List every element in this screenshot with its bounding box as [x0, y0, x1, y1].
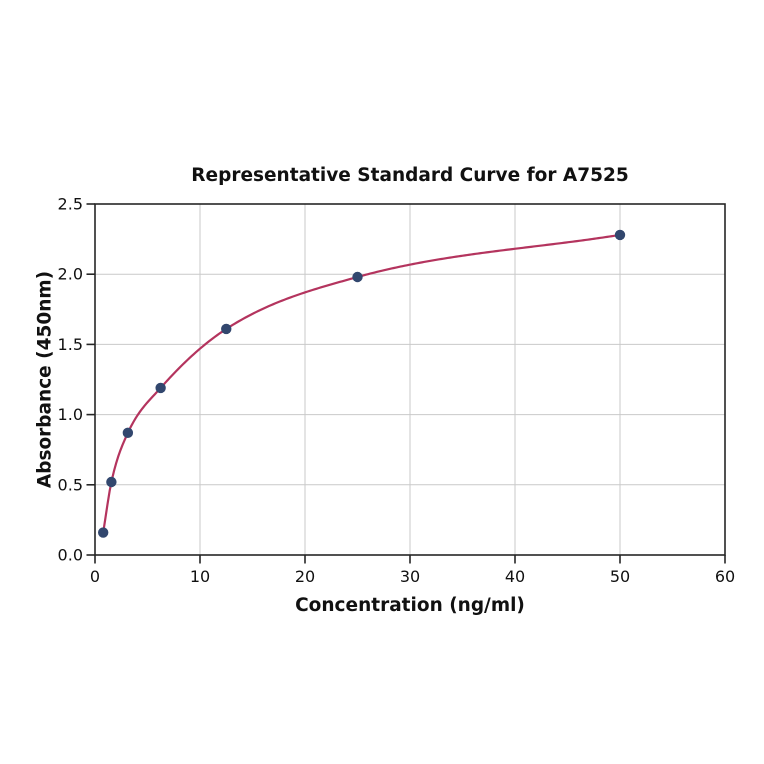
data-point [97, 527, 109, 538]
y-tick-label: 0.0 [58, 546, 83, 565]
chart-title: Representative Standard Curve for A7525 [191, 165, 628, 186]
data-point [614, 229, 626, 241]
y-tick-label: 1.5 [58, 335, 83, 354]
x-tick-label: 50 [610, 567, 630, 586]
x-tick-label: 10 [190, 567, 210, 586]
data-point [155, 382, 166, 394]
tick-label-layer: 0 10 20 30 40 50 60 0.0 0.5 1.0 1.5 2.0 2.5 [58, 195, 736, 587]
x-tick-label: 60 [715, 567, 735, 586]
y-tick-label: 1.0 [58, 405, 83, 424]
points-layer [97, 229, 626, 538]
x-axis-label: Concentration (ng/ml) [295, 595, 525, 616]
y-tick-label: 2.0 [58, 265, 83, 284]
data-point [122, 427, 134, 439]
x-tick-label: 40 [505, 567, 525, 586]
x-tick-label: 30 [400, 567, 420, 586]
data-point [106, 476, 117, 488]
x-tick-label: 20 [295, 567, 315, 586]
x-tick-label: 0 [90, 567, 100, 586]
data-point [352, 271, 363, 283]
y-axis-label: Absorbance (450nm) [34, 271, 55, 488]
y-tick-label: 2.5 [58, 195, 83, 214]
data-point [221, 323, 232, 335]
y-tick-label: 0.5 [58, 475, 83, 494]
grid-layer [94, 203, 726, 556]
tick-layer [86, 203, 726, 564]
